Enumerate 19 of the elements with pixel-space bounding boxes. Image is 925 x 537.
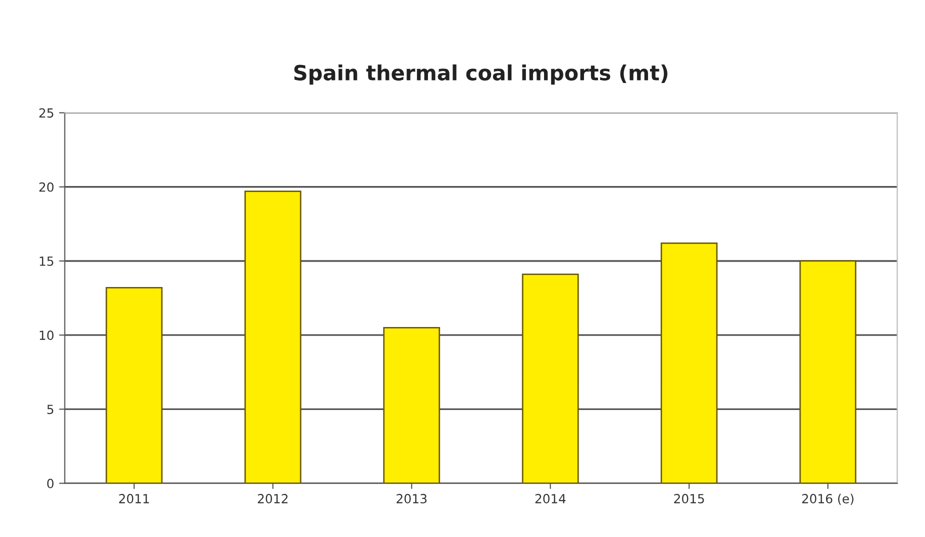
- x-tick-label: 2014: [535, 494, 566, 504]
- bar: [799, 260, 856, 484]
- bar: [244, 190, 302, 484]
- y-tick-label: 15: [40, 256, 54, 266]
- chart-title: Spain thermal coal imports (mt): [294, 64, 668, 85]
- bar: [660, 242, 718, 484]
- x-tick-label: 2012: [258, 494, 288, 504]
- bar: [106, 286, 163, 484]
- x-tick-label: 2013: [396, 494, 427, 504]
- y-tick-label: 5: [47, 404, 54, 414]
- y-tick-label: 25: [39, 108, 54, 118]
- bar: [383, 326, 440, 484]
- x-tick-label: 2015: [674, 494, 704, 504]
- x-tick-label: 2011: [119, 494, 149, 504]
- y-tick-label: 10: [40, 330, 54, 340]
- bar: [522, 274, 579, 484]
- y-tick-label: 0: [47, 478, 54, 488]
- x-tick-label: 2016 (e): [802, 494, 854, 505]
- y-tick-label: 20: [39, 182, 54, 192]
